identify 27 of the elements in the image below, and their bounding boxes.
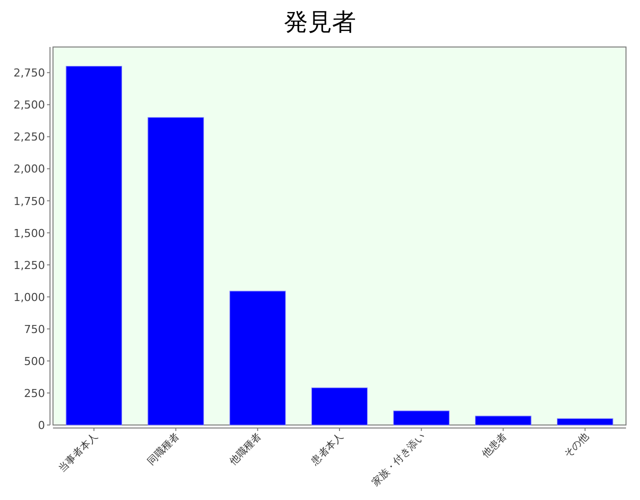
bar	[311, 388, 368, 426]
y-tick-label: 1,500	[14, 226, 45, 240]
bar	[66, 66, 122, 426]
y-tick-label: 2,750	[14, 66, 45, 80]
x-tick-label: 他職種者	[226, 430, 264, 468]
y-tick-label: 500	[24, 354, 45, 368]
y-tick-label: 2,500	[14, 98, 45, 112]
y-tick-label: 2,250	[14, 130, 45, 144]
bar	[475, 416, 532, 426]
bar	[148, 117, 204, 426]
x-tick-label: 他患者	[480, 430, 510, 460]
y-tick-label: 1,250	[14, 258, 45, 272]
chart-title: 発見者	[284, 8, 356, 36]
x-tick-label: その他	[561, 430, 592, 460]
y-tick-label: 1,000	[14, 290, 45, 304]
bar	[393, 410, 450, 426]
y-tick-label: 2,000	[14, 162, 45, 176]
x-tick-label: 患者本人	[308, 430, 346, 468]
y-tick-label: 750	[24, 322, 45, 336]
y-tick-label: 1,750	[14, 194, 45, 208]
y-tick-label: 0	[38, 419, 45, 432]
y-tick-label: 250	[24, 386, 45, 400]
bar	[230, 290, 286, 426]
x-tick-label: 家族・付き添い	[369, 430, 428, 489]
x-tick-label: 当事者本人	[56, 430, 100, 474]
bar	[556, 418, 614, 426]
x-tick-label: 同職種者	[145, 430, 182, 468]
